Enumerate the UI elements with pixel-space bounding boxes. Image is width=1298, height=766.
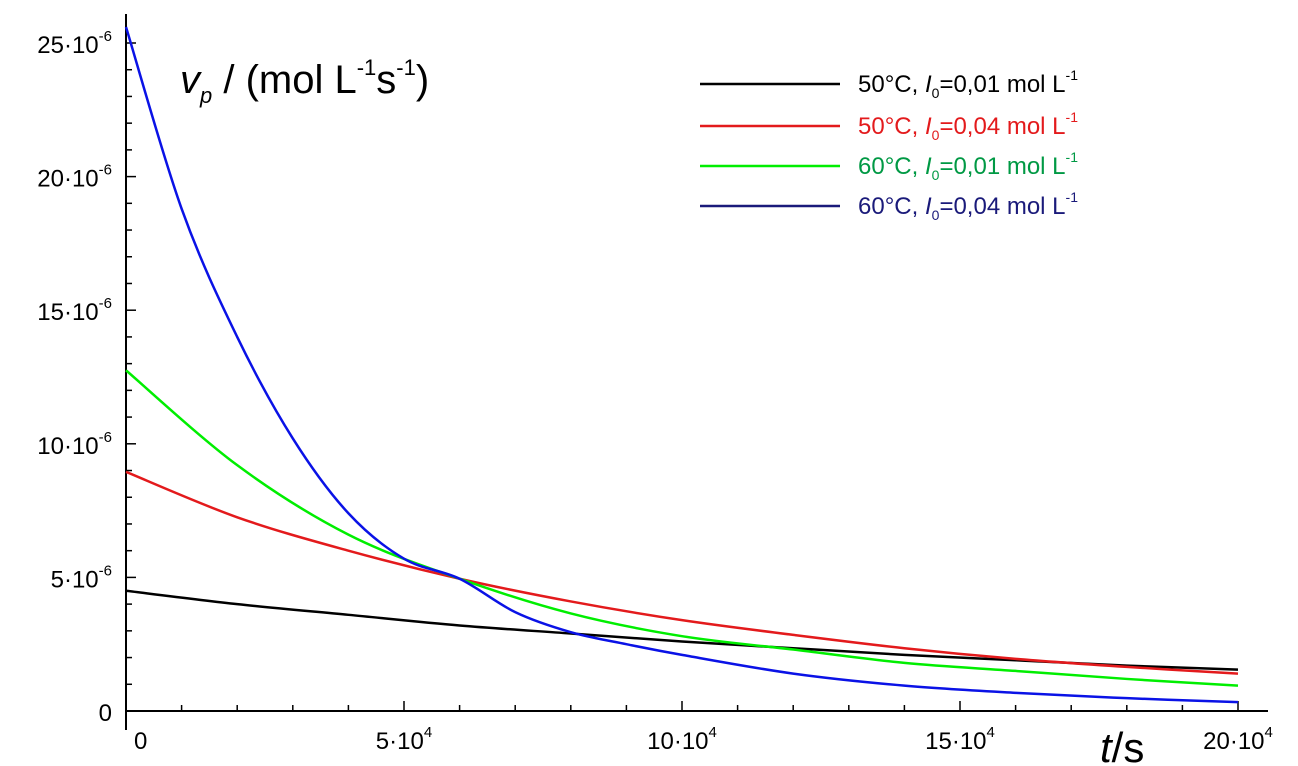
- legend-label-2: 50°C, I0=0,04 mol L-1: [858, 109, 1078, 143]
- series-line-4: [124, 26, 1239, 704]
- y-tick-label: 0: [99, 700, 112, 727]
- x-tick-label: 0: [134, 728, 147, 755]
- legend-label-3: 60°C, I0=0,01 mol L-1: [858, 149, 1078, 183]
- y-tick-label: 10·10-6: [37, 429, 112, 460]
- ticks: 0 5·104 10·104 15·104 20·104 0 5·10-6 10·10-6 15…: [37, 28, 1273, 755]
- axis-titles: vp / (mol L-1s-1) t/s: [180, 55, 1144, 766]
- x-tick-label: 10·104: [647, 724, 717, 755]
- series-lines: [124, 26, 1239, 704]
- legend: 50°C, I0=0,01 mol L-1 50°C, I0=0,04 mol L…: [700, 67, 1078, 223]
- y-tick-label: 25·10-6: [37, 28, 112, 59]
- y-tick-label: 20·10-6: [37, 162, 112, 193]
- series-line-1: [125, 589, 1239, 671]
- x-tick-label: 15·104: [925, 724, 995, 755]
- y-tick-label: 15·10-6: [37, 295, 112, 326]
- series-line-3: [125, 369, 1239, 687]
- x-tick-label: 20·104: [1203, 724, 1273, 755]
- axes: [125, 14, 1268, 730]
- legend-label-1: 50°C, I0=0,01 mol L-1: [858, 67, 1078, 101]
- series-line-2: [125, 470, 1239, 675]
- x-axis-title: t/s: [1100, 724, 1144, 766]
- y-tick-label: 5·10-6: [51, 562, 112, 593]
- y-axis-title: vp / (mol L-1s-1): [180, 55, 429, 108]
- legend-label-4: 60°C, I0=0,04 mol L-1: [858, 189, 1078, 223]
- x-tick-label: 5·104: [376, 724, 432, 755]
